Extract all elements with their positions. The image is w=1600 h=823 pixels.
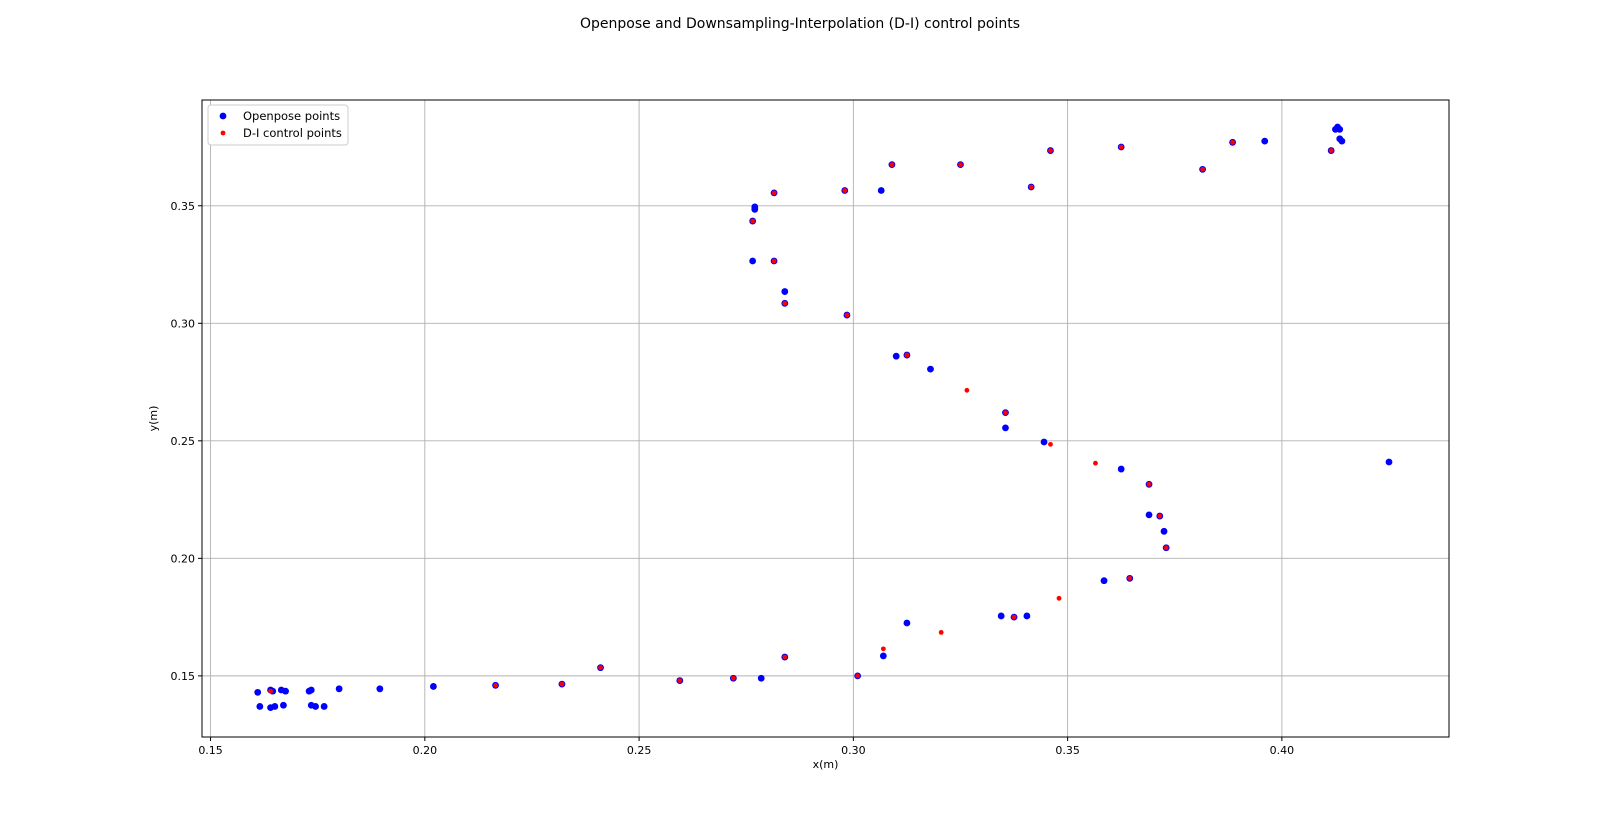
x-axis-label: x(m) <box>813 758 839 771</box>
legend-box <box>207 104 349 146</box>
axis-ticks: 0.15 0.20 0.25 0.30 0.35 0.40 0.15 0.20 0.25 0.30… <box>171 200 1295 757</box>
openpose-point <box>781 288 789 295</box>
openpose-point <box>757 674 765 682</box>
di-control-point <box>1127 575 1133 581</box>
openpose-point <box>749 257 757 265</box>
di-control-point <box>493 682 498 688</box>
openpose-point <box>879 652 887 660</box>
legend-marker-openpose <box>219 112 227 120</box>
di-control-point <box>782 300 788 306</box>
di-control-point <box>889 162 895 168</box>
di-control-point <box>559 681 565 687</box>
x-tick-label: 0.40 <box>1270 744 1295 757</box>
di-control-point <box>1146 481 1152 487</box>
openpose-point <box>256 703 264 710</box>
di-control-point <box>1157 513 1163 519</box>
openpose-point <box>282 687 289 695</box>
y-axis-label: y(m) <box>147 406 160 432</box>
di-control-point <box>730 675 736 681</box>
di-control-point <box>268 688 273 694</box>
y-tick-label: 0.25 <box>171 435 196 448</box>
openpose-point <box>430 683 437 690</box>
di-control-point <box>844 312 850 318</box>
di-control-point <box>1048 148 1053 153</box>
openpose-point <box>307 686 315 694</box>
di-control-point <box>677 678 683 683</box>
openpose-point <box>877 187 885 194</box>
di-control-point <box>1056 595 1062 601</box>
openpose-point <box>1385 458 1393 466</box>
di-control-point <box>1028 184 1034 190</box>
openpose-point <box>1261 137 1269 145</box>
openpose-point <box>254 688 262 696</box>
di-control-point <box>750 218 756 224</box>
openpose-point <box>1338 137 1346 145</box>
di-control-point <box>1328 148 1334 153</box>
plot-area-frame <box>201 99 1450 738</box>
openpose-point <box>312 703 319 710</box>
di-control-point <box>904 352 910 358</box>
openpose-point <box>892 352 900 360</box>
x-tick-label: 0.20 <box>413 744 438 757</box>
openpose-point <box>1336 125 1344 133</box>
di-control-point <box>938 630 944 635</box>
openpose-point <box>903 619 911 627</box>
di-control-point <box>1163 545 1169 551</box>
di-control-point <box>1003 410 1008 416</box>
di-control-point <box>1118 144 1124 150</box>
openpose-point <box>271 703 279 710</box>
chart-title: Openpose and Downsampling-Interpolation … <box>580 16 1020 32</box>
di-control-point <box>880 646 886 652</box>
x-tick-label: 0.15 <box>198 744 223 757</box>
openpose-point <box>751 203 759 211</box>
x-tick-label: 0.30 <box>841 744 866 757</box>
y-tick-label: 0.30 <box>171 317 196 330</box>
di-control-point <box>958 162 963 168</box>
data-points <box>254 123 1393 712</box>
openpose-point <box>376 685 384 693</box>
x-tick-label: 0.35 <box>1055 744 1080 757</box>
openpose-point <box>320 703 328 710</box>
openpose-point <box>280 701 287 709</box>
legend-label-openpose: Openpose points <box>243 109 340 123</box>
openpose-point <box>1160 527 1168 535</box>
openpose-point <box>927 365 934 373</box>
di-control-point <box>598 665 603 671</box>
openpose-point <box>1145 511 1153 519</box>
grid-lines <box>202 100 1449 737</box>
x-tick-label: 0.25 <box>627 744 652 757</box>
openpose-point <box>997 612 1005 620</box>
di-control-point <box>1048 441 1053 447</box>
di-control-point <box>1230 139 1235 145</box>
di-control-point <box>1011 614 1017 620</box>
openpose-point <box>1040 438 1048 446</box>
legend: Openpose points D-I control points <box>207 104 349 146</box>
openpose-point <box>335 685 343 693</box>
di-control-point <box>1200 166 1205 172</box>
openpose-point <box>1117 465 1125 473</box>
di-control-point <box>842 188 848 193</box>
openpose-point <box>1100 577 1108 585</box>
di-control-point <box>771 190 777 196</box>
legend-label-di: D-I control points <box>243 126 342 140</box>
y-tick-label: 0.35 <box>171 200 196 213</box>
y-tick-label: 0.20 <box>171 552 196 565</box>
di-control-point <box>1093 460 1098 466</box>
openpose-point <box>1023 612 1031 620</box>
y-tick-label: 0.15 <box>171 670 196 683</box>
di-control-point <box>782 654 788 660</box>
legend-marker-di <box>220 130 226 136</box>
di-control-point <box>964 387 970 393</box>
openpose-point <box>1002 424 1009 432</box>
di-control-point <box>771 258 777 264</box>
di-control-point <box>855 673 861 679</box>
